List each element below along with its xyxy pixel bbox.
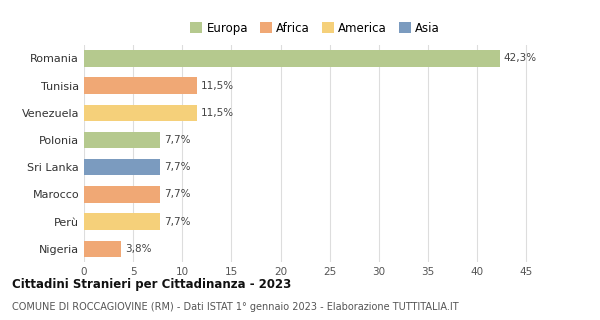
Bar	[84, 213, 160, 230]
Bar	[84, 105, 197, 121]
Text: 42,3%: 42,3%	[504, 53, 537, 63]
Bar	[84, 77, 197, 94]
Legend: Europa, Africa, America, Asia: Europa, Africa, America, Asia	[190, 21, 440, 35]
Text: 11,5%: 11,5%	[201, 108, 234, 118]
Bar	[84, 159, 160, 175]
Text: COMUNE DI ROCCAGIOVINE (RM) - Dati ISTAT 1° gennaio 2023 - Elaborazione TUTTITAL: COMUNE DI ROCCAGIOVINE (RM) - Dati ISTAT…	[12, 302, 458, 312]
Text: 7,7%: 7,7%	[164, 217, 190, 227]
Bar	[84, 241, 121, 257]
Bar	[84, 50, 500, 67]
Text: 7,7%: 7,7%	[164, 162, 190, 172]
Text: 7,7%: 7,7%	[164, 189, 190, 199]
Text: 11,5%: 11,5%	[201, 81, 234, 91]
Text: 3,8%: 3,8%	[125, 244, 152, 254]
Text: Cittadini Stranieri per Cittadinanza - 2023: Cittadini Stranieri per Cittadinanza - 2…	[12, 278, 291, 292]
Text: 7,7%: 7,7%	[164, 135, 190, 145]
Bar	[84, 132, 160, 148]
Bar	[84, 186, 160, 203]
